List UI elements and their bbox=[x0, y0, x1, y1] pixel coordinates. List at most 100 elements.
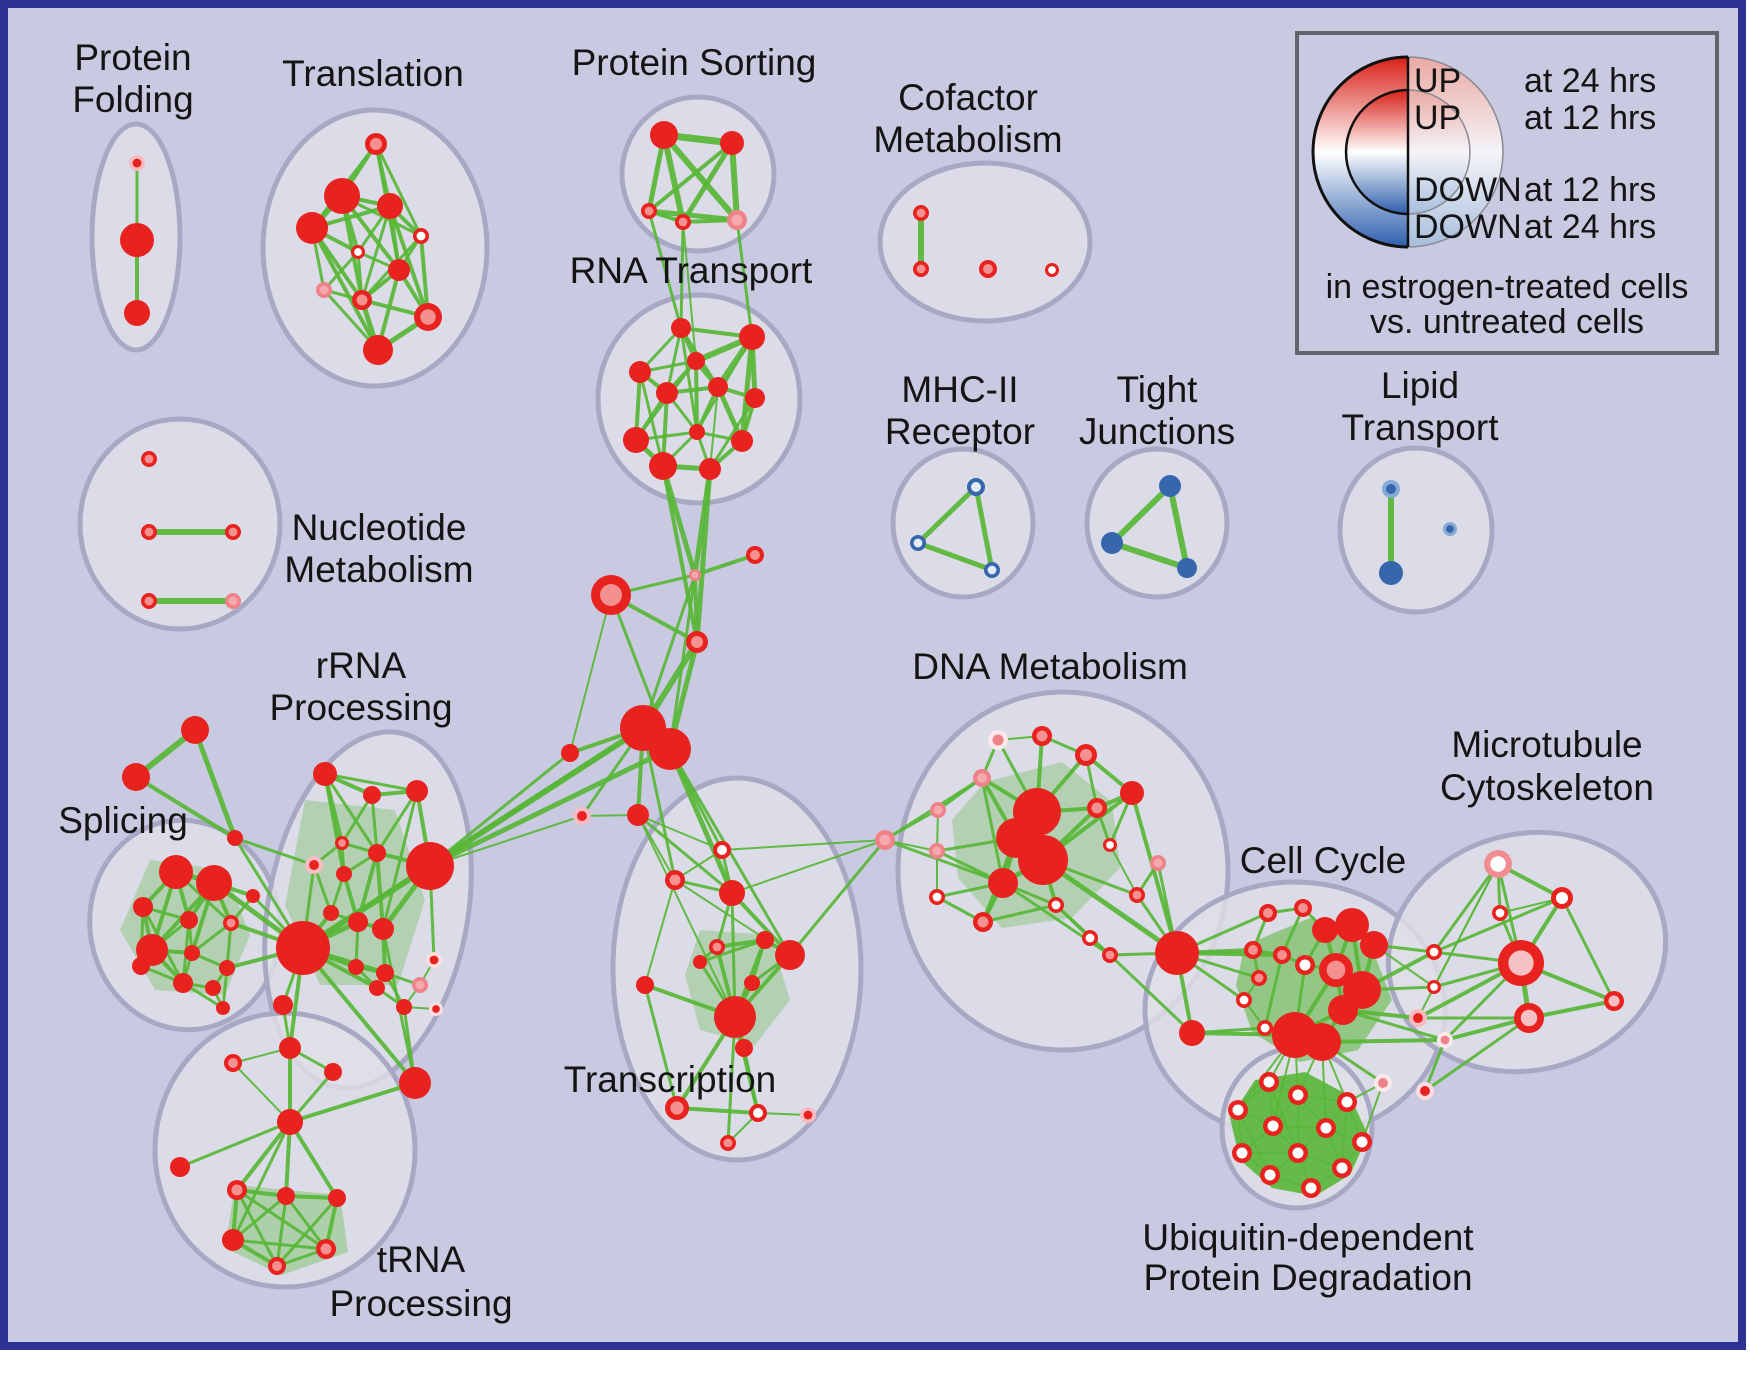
network-node bbox=[1409, 1009, 1427, 1027]
node-inner-core bbox=[1267, 1120, 1279, 1132]
node-inner-core bbox=[983, 264, 993, 274]
network-node bbox=[129, 155, 145, 171]
network-node bbox=[196, 865, 232, 901]
node-inner-core bbox=[1378, 1078, 1388, 1088]
cluster-label-ubiquitin-degradation: Protein Degradation bbox=[1143, 1257, 1472, 1298]
network-node bbox=[1260, 1165, 1280, 1185]
node-outer-ring bbox=[689, 424, 705, 440]
network-edge bbox=[375, 852, 385, 930]
network-node bbox=[1416, 1082, 1434, 1100]
network-node bbox=[352, 290, 372, 310]
node-inner-core bbox=[932, 846, 942, 856]
node-outer-ring bbox=[363, 786, 381, 804]
node-outer-ring bbox=[313, 762, 337, 786]
node-outer-ring bbox=[406, 842, 454, 890]
node-outer-ring bbox=[671, 318, 691, 338]
network-node bbox=[414, 303, 442, 331]
node-outer-ring bbox=[1179, 1020, 1205, 1046]
legend-down-12-label: DOWN bbox=[1414, 171, 1522, 209]
network-node bbox=[739, 324, 765, 350]
node-outer-ring bbox=[227, 830, 243, 846]
network-edge bbox=[1041, 857, 1179, 956]
cluster-label-cofactor-metabolism: Metabolism bbox=[873, 119, 1062, 160]
node-inner-core bbox=[879, 834, 891, 846]
network-node bbox=[1303, 1023, 1341, 1061]
node-inner-core bbox=[1232, 1104, 1244, 1116]
node-inner-core bbox=[1263, 1076, 1275, 1088]
network-node bbox=[1492, 905, 1508, 921]
network-edge bbox=[643, 984, 679, 1109]
network-node bbox=[561, 744, 579, 762]
network-node bbox=[1337, 1092, 1357, 1112]
network-edge bbox=[884, 809, 939, 841]
node-outer-ring bbox=[222, 1229, 244, 1251]
network-node bbox=[399, 1067, 431, 1099]
network-node bbox=[324, 1063, 342, 1081]
node-inner-core bbox=[1341, 1096, 1353, 1108]
node-inner-core bbox=[1239, 995, 1249, 1005]
node-inner-core bbox=[319, 285, 329, 295]
node-inner-core bbox=[1429, 947, 1439, 957]
network-node bbox=[159, 855, 193, 889]
node-inner-core bbox=[1508, 950, 1534, 976]
network-edge bbox=[232, 1238, 327, 1251]
network-edge bbox=[648, 208, 738, 223]
network-edge bbox=[729, 142, 740, 221]
node-outer-ring bbox=[756, 931, 774, 949]
network-node bbox=[132, 957, 150, 975]
network-edge bbox=[982, 903, 1057, 924]
node-inner-core bbox=[1356, 1136, 1368, 1148]
cluster-label-cofactor-metabolism: Cofactor bbox=[898, 77, 1038, 118]
network-node bbox=[1244, 941, 1262, 959]
network-edge bbox=[917, 540, 993, 573]
network-node bbox=[1288, 1143, 1308, 1163]
network-edge bbox=[429, 751, 571, 868]
node-outer-ring bbox=[159, 855, 193, 889]
node-inner-core bbox=[1236, 1147, 1248, 1159]
legend-up-12-label: UP bbox=[1414, 99, 1461, 137]
network-node bbox=[800, 1107, 816, 1123]
node-outer-ring bbox=[181, 716, 209, 744]
node-outer-ring bbox=[699, 458, 721, 480]
network-node bbox=[689, 424, 705, 440]
node-outer-ring bbox=[649, 452, 677, 480]
network-edge bbox=[1361, 1082, 1384, 1143]
node-inner-core bbox=[987, 565, 997, 575]
node-outer-ring bbox=[623, 427, 649, 453]
network-edge bbox=[668, 574, 697, 750]
network-edge bbox=[680, 141, 735, 224]
network-node bbox=[365, 133, 387, 155]
node-inner-core bbox=[1079, 748, 1093, 762]
cluster-label-splicing: Splicing bbox=[58, 800, 188, 841]
cluster-label-rrna-processing: Processing bbox=[269, 687, 452, 728]
node-inner-core bbox=[971, 482, 981, 492]
node-inner-core bbox=[1326, 960, 1346, 980]
legend-rings-icon bbox=[1311, 55, 1504, 249]
node-inner-core bbox=[1292, 1089, 1304, 1101]
network-edge bbox=[1424, 1016, 1530, 1093]
network-node bbox=[641, 203, 657, 219]
node-outer-ring bbox=[296, 212, 328, 244]
network-node bbox=[749, 1104, 767, 1122]
network-node bbox=[1312, 917, 1338, 943]
network-node bbox=[426, 952, 442, 968]
network-edge bbox=[937, 776, 983, 812]
cluster-label-mhc-ii-receptor: MHC-II bbox=[901, 369, 1018, 410]
network-node bbox=[929, 889, 945, 905]
cluster-label-tight-junctions: Tight bbox=[1117, 369, 1199, 410]
node-outer-ring bbox=[687, 352, 705, 370]
network-node bbox=[313, 762, 337, 786]
network-node bbox=[141, 524, 157, 540]
network-node bbox=[324, 178, 360, 214]
network-node bbox=[225, 524, 241, 540]
network-edge bbox=[275, 1197, 339, 1267]
node-inner-core bbox=[1413, 1013, 1423, 1023]
network-edge bbox=[682, 221, 697, 362]
node-outer-ring bbox=[1159, 475, 1181, 497]
node-inner-core bbox=[1105, 950, 1115, 960]
legend-down-24-time: at 24 hrs bbox=[1524, 208, 1656, 246]
network-node bbox=[205, 980, 221, 996]
network-edge bbox=[637, 814, 723, 851]
network-edge bbox=[388, 205, 430, 318]
